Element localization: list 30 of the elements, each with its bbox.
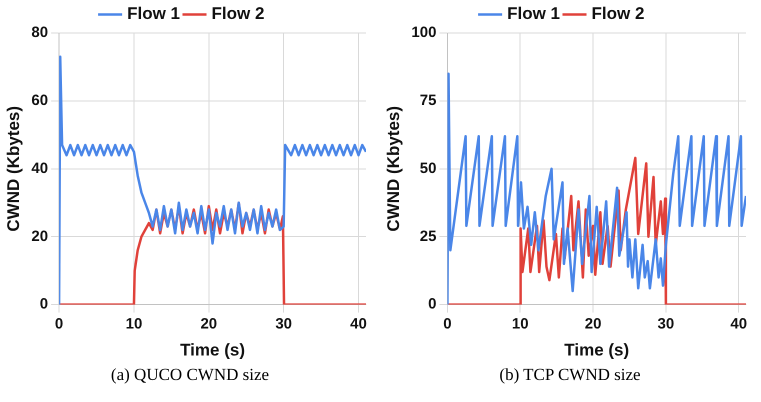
x-tick-label: 0 — [54, 316, 64, 333]
y-tick-label: 40 — [31, 160, 48, 177]
x-tick-label: 0 — [443, 316, 452, 333]
y-tick-label: 20 — [31, 228, 48, 245]
legend-label: Flow 1 — [127, 4, 180, 24]
x-tick-label: 20 — [200, 316, 218, 333]
x-tick-label: 10 — [512, 316, 529, 333]
y-tick-label: 0 — [40, 296, 48, 313]
y-tick-label: 75 — [420, 92, 436, 110]
x-tick-label: 30 — [658, 316, 674, 333]
y-tick-label: 25 — [420, 228, 436, 245]
y-tick-label: 50 — [420, 160, 436, 177]
x-tick-label: 40 — [730, 316, 748, 333]
x-axis-title: Time (s) — [564, 340, 630, 360]
x-tick-label: 10 — [126, 316, 142, 333]
legend-label: Flow 2 — [212, 4, 264, 24]
x-tick-label: 20 — [584, 316, 602, 333]
y-tick-label: 80 — [31, 24, 48, 42]
y-axis-title: CWND (Kbytes) — [4, 106, 23, 232]
x-tick-label: 30 — [275, 316, 292, 333]
y-axis-title: CWND (Kbytes) — [384, 106, 403, 232]
text: (b) TCP CWND size — [498, 365, 642, 385]
y-tick-label: 100 — [411, 24, 436, 42]
legend-label: Flow 1 — [507, 4, 560, 24]
x-tick-label: 40 — [350, 316, 367, 333]
legend-label: Flow 2 — [592, 4, 644, 24]
y-tick-label: 0 — [428, 296, 436, 313]
y-tick-label: 60 — [31, 92, 48, 110]
text: (a) QUCO CWND size — [110, 365, 270, 385]
x-axis-title: Time (s) — [180, 340, 245, 360]
